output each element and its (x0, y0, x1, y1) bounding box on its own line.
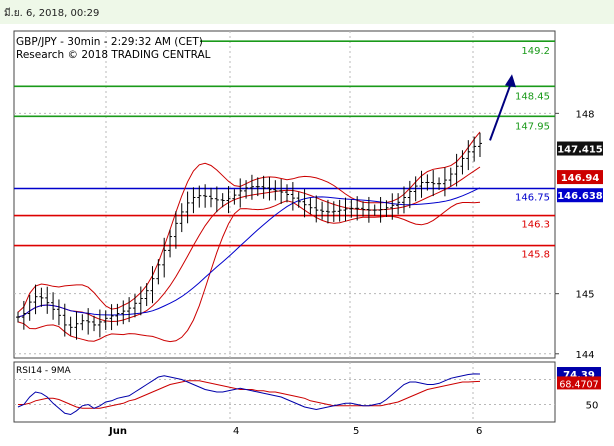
timestamp-label: มี.ย. 6, 2018, 00:29 (4, 8, 100, 19)
y-tick-label: 144 (575, 350, 594, 361)
price-tag-last-price (557, 141, 603, 156)
levels-layer: 149.2 148.45 147.95 146.75 146.3 145.8 (14, 40, 555, 261)
candles-layer (16, 132, 482, 340)
upper-band-line (17, 131, 481, 313)
rsi-line (17, 373, 481, 416)
x-tick-label: Jun (108, 426, 127, 437)
x-tick-label: 5 (353, 426, 359, 437)
main-pane-frame (13, 30, 556, 359)
level-label-resistance-1: 147.95 (515, 121, 550, 132)
rsi-pane-frame (13, 361, 556, 423)
forecast-arrow (489, 79, 513, 141)
rsi-y-tick-label: 50 (586, 401, 599, 412)
lower-band-line (17, 200, 481, 343)
x-tick-label: 6 (476, 426, 482, 437)
rsi-ma-value-tag (557, 376, 601, 390)
y-tick-label: 145 (575, 290, 594, 301)
top-bar: มี.ย. 6, 2018, 00:29 (0, 0, 614, 24)
grid-layer (14, 31, 555, 422)
level-label-pivot: 146.75 (515, 192, 550, 203)
price-tags-layer: 147.415 146.94 146.638 (557, 141, 603, 203)
level-label-resistance-3: 149.2 (521, 46, 550, 57)
chart-subtitle: Research © 2018 TRADING CENTRAL (16, 49, 211, 61)
level-label-resistance-2: 148.45 (515, 91, 550, 102)
axes-layer: 148 145 144 Jun 4 5 6 (108, 109, 595, 437)
price-tag-mid-band (557, 188, 603, 203)
bands-layer (17, 131, 481, 343)
chart-title: GBP/JPY - 30min - 2:29:32 AM (CET) (16, 36, 203, 48)
rsi-value-label: 74.39 (563, 370, 595, 381)
rsi-ma-value-label: 68.4707 (559, 379, 598, 390)
x-tick-label: 4 (233, 426, 239, 437)
moving-average-line (17, 187, 481, 318)
mid-band-line (17, 166, 481, 323)
y-tick-label: 148 (575, 109, 594, 120)
forecast-arrow-head (505, 74, 516, 88)
price-tag-label-mid-band: 146.638 (557, 191, 603, 202)
price-tag-label-upper-band: 146.94 (561, 173, 600, 184)
rsi-title: RSI14 - 9MA (16, 366, 72, 376)
level-label-support-2: 145.8 (521, 250, 550, 261)
price-tag-label-last-price: 147.415 (557, 145, 603, 156)
level-label-support-1: 146.3 (521, 220, 550, 231)
price-tag-upper-band (557, 170, 603, 185)
